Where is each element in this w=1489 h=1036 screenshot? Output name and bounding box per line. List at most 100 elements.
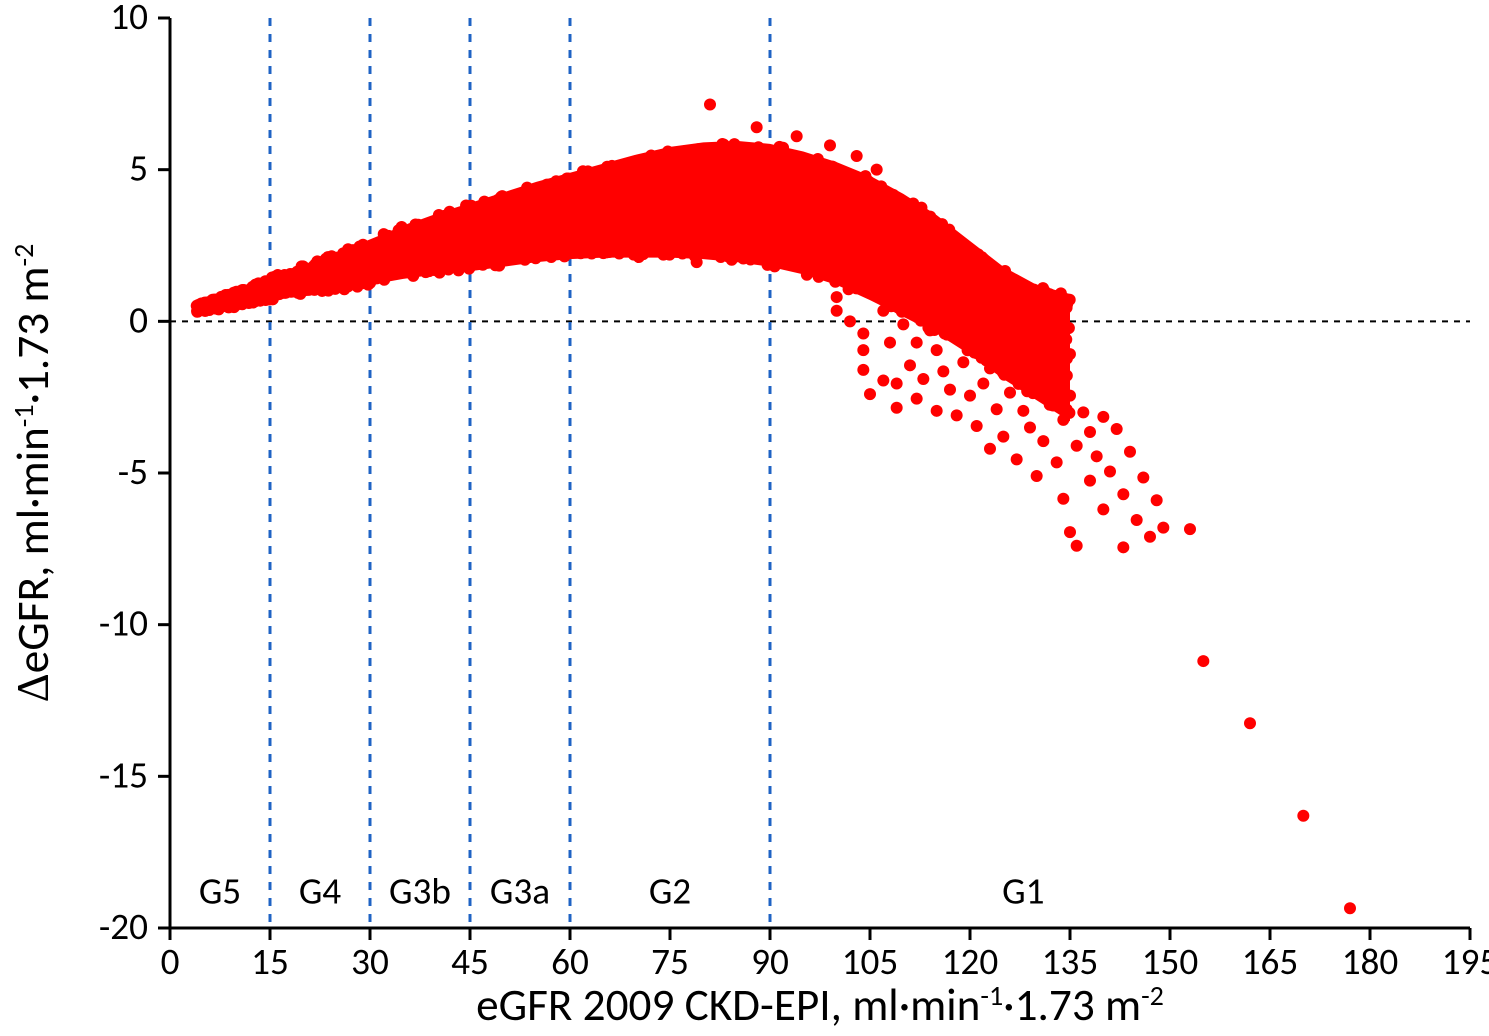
data-point — [831, 305, 843, 317]
data-point — [370, 263, 382, 275]
data-point — [841, 226, 853, 238]
data-point — [584, 189, 596, 201]
data-point — [1151, 494, 1163, 506]
data-point — [1057, 414, 1069, 426]
data-point — [648, 185, 660, 197]
data-point — [421, 240, 433, 252]
data-point — [667, 217, 679, 229]
data-point — [631, 246, 643, 258]
data-point — [931, 405, 943, 417]
data-point — [673, 205, 685, 217]
data-point — [997, 431, 1009, 443]
data-point — [1038, 297, 1050, 309]
data-point — [1117, 541, 1129, 553]
data-point — [977, 321, 989, 333]
data-point — [917, 305, 929, 317]
data-point — [964, 299, 976, 311]
y-tick-label: 0 — [129, 298, 148, 343]
data-point — [617, 211, 629, 223]
data-point — [751, 121, 763, 133]
data-point — [1064, 526, 1076, 538]
data-point — [937, 365, 949, 377]
data-point — [752, 173, 764, 185]
data-point — [889, 241, 901, 253]
data-point — [677, 238, 689, 250]
data-point — [470, 213, 482, 225]
data-point — [1037, 435, 1049, 447]
data-layer — [191, 98, 1356, 914]
data-point — [824, 266, 836, 278]
data-point — [676, 173, 688, 185]
data-point — [575, 247, 587, 259]
data-point — [802, 231, 814, 243]
data-point — [1024, 341, 1036, 353]
data-point — [729, 205, 741, 217]
data-point — [1004, 387, 1016, 399]
data-point — [1051, 456, 1063, 468]
zone-label: G1 — [1002, 870, 1044, 915]
data-point — [785, 230, 797, 242]
data-point — [997, 305, 1009, 317]
data-point — [834, 164, 846, 176]
data-point — [877, 374, 889, 386]
data-point — [896, 306, 908, 318]
data-point — [263, 276, 275, 288]
data-point — [944, 384, 956, 396]
data-point — [809, 178, 821, 190]
data-point — [646, 238, 658, 250]
data-point — [800, 263, 812, 275]
data-point — [854, 265, 866, 277]
data-point — [812, 163, 824, 175]
data-point — [478, 242, 490, 254]
data-point — [328, 261, 340, 273]
data-point — [914, 204, 926, 216]
scatter-chart: 0153045607590105120135150165180195-20-15… — [0, 0, 1489, 1036]
data-point — [738, 240, 750, 252]
data-point — [338, 283, 350, 295]
data-point — [562, 234, 574, 246]
data-point — [230, 295, 242, 307]
data-point — [422, 221, 434, 233]
data-point — [391, 258, 403, 270]
data-point — [902, 209, 914, 221]
data-point — [593, 201, 605, 213]
x-tick-label: 30 — [351, 940, 389, 985]
data-point — [1084, 475, 1096, 487]
y-axis-label: ΔeGFR, ml·min-1·1.73 m-2 — [6, 244, 61, 703]
data-point — [747, 186, 759, 198]
data-point — [1055, 287, 1067, 299]
data-point — [857, 344, 869, 356]
data-point — [989, 278, 1001, 290]
x-tick-label: 15 — [251, 940, 289, 985]
data-point — [662, 146, 674, 158]
data-point — [519, 196, 531, 208]
data-point — [299, 265, 311, 277]
data-point — [980, 256, 992, 268]
data-point — [436, 248, 448, 260]
data-point — [1344, 902, 1356, 914]
data-point — [891, 402, 903, 414]
data-point — [1061, 302, 1073, 314]
data-point — [1045, 344, 1057, 356]
data-point — [1043, 319, 1055, 331]
data-point — [858, 179, 870, 191]
zone-label: G4 — [299, 870, 341, 915]
data-point — [617, 171, 629, 183]
data-point — [446, 209, 458, 221]
data-point — [701, 152, 713, 164]
data-point — [567, 205, 579, 217]
data-point — [564, 246, 576, 258]
data-point — [911, 393, 923, 405]
data-point — [911, 337, 923, 349]
data-point — [893, 227, 905, 239]
data-point — [775, 170, 787, 182]
data-point — [578, 224, 590, 236]
data-point — [416, 262, 428, 274]
data-point — [345, 267, 357, 279]
data-point — [511, 246, 523, 258]
data-point — [1064, 390, 1076, 402]
data-point — [875, 219, 887, 231]
data-point — [1244, 717, 1256, 729]
data-point — [493, 228, 505, 240]
data-point — [659, 207, 671, 219]
